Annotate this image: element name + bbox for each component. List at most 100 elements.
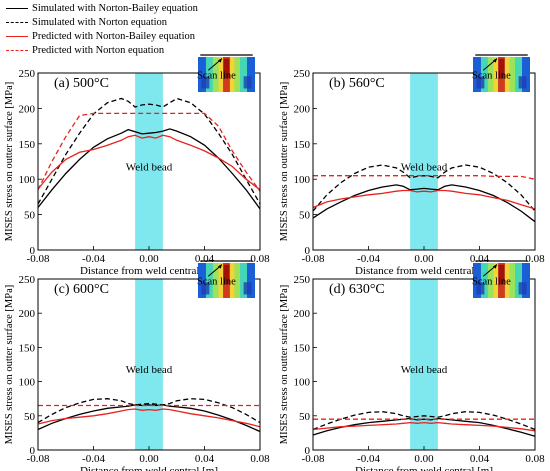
y-tick-label: 150	[294, 139, 311, 151]
panel-label: (a) 500°C	[54, 76, 109, 91]
inset-contour-band	[493, 57, 499, 92]
inset-contour-band	[498, 264, 505, 284]
legend-label: Predicted with Norton-Bailey equation	[32, 31, 196, 42]
chart-panel: 0 50 100 150 200 250 -0.08 -0.04 0.00 0.04 0.08 (d)…	[279, 260, 545, 471]
y-tick-label: 50	[24, 210, 36, 222]
y-tick-label: 250	[19, 68, 36, 80]
inset-contour-band	[229, 57, 235, 92]
arrow-head-icon	[492, 264, 497, 269]
y-tick-label: 100	[294, 174, 311, 186]
inset-contour-band	[240, 57, 248, 92]
x-tick-label: -0.08	[27, 453, 50, 465]
series-line	[37, 398, 261, 424]
inset-contour-band	[234, 57, 241, 92]
inset-contour-band	[522, 263, 530, 298]
arrow-head-icon	[492, 58, 497, 63]
weld-bead-label: Weld bead	[126, 161, 173, 173]
x-tick-label: 0.04	[470, 453, 490, 465]
series-line	[312, 164, 536, 212]
inset-contour-band	[504, 57, 510, 92]
y-tick-label: 250	[294, 274, 311, 286]
legend: Simulated with Norton-Bailey equation Si…	[4, 2, 304, 58]
x-tick-label: 0.08	[525, 453, 545, 465]
inset-contour-band	[218, 57, 224, 92]
series-line	[312, 417, 536, 437]
plot-frame	[37, 278, 261, 451]
chart-panel: 0 50 100 150 200 250 -0.08 -0.04 0.00 0.04 0.08 (a)…	[4, 54, 270, 277]
legend-item: Predicted with Norton-Bailey equation	[4, 30, 304, 44]
inset-contour-band	[247, 57, 255, 92]
x-axis-label: Distance from weld central [m]	[80, 265, 218, 277]
inset-contour-band	[493, 263, 499, 298]
y-tick-label: 50	[24, 411, 36, 423]
inset-label: Scan line	[472, 277, 511, 288]
x-tick-label: 0.00	[414, 253, 434, 265]
inset-contour-band	[223, 264, 230, 284]
y-tick-label: 100	[19, 174, 36, 186]
x-tick-label: -0.08	[27, 253, 50, 265]
series-line	[312, 184, 536, 223]
inset-contour-band	[201, 282, 210, 295]
plot-frame	[312, 278, 536, 451]
panel-label: (b) 560°C	[329, 76, 385, 91]
x-axis-label: Distance from weld central [m]	[355, 265, 493, 277]
inset-contour-band	[234, 263, 241, 298]
y-tick-label: 150	[294, 342, 311, 354]
inset-contour-band	[229, 263, 235, 298]
panel-label: (c) 600°C	[54, 282, 109, 297]
contour-inset: Scan line	[197, 260, 255, 298]
y-tick-label: 0	[305, 445, 311, 457]
y-tick-label: 200	[294, 308, 311, 320]
x-tick-label: 0.00	[139, 453, 159, 465]
x-tick-label: -0.04	[82, 253, 105, 265]
inset-contour-band	[205, 263, 213, 298]
legend-swatch	[6, 22, 28, 23]
legend-item: Predicted with Norton equation	[4, 44, 304, 58]
y-axis-label: MISES stress on outter surface [MPa]	[279, 285, 290, 445]
x-axis-label: Distance from weld central [m]	[80, 465, 218, 471]
arrow-head-icon	[217, 264, 222, 269]
weld-bead-band	[410, 73, 438, 250]
inset-contour-band	[212, 57, 219, 92]
series-line	[37, 134, 261, 191]
x-tick-label: 0.00	[414, 453, 434, 465]
y-tick-label: 50	[299, 411, 311, 423]
contour-inset: Scan line	[472, 260, 530, 298]
series-line	[37, 408, 261, 428]
inset-contour-band	[518, 76, 527, 89]
inset-contour-band	[247, 263, 255, 298]
series-line	[37, 404, 261, 433]
weld-bead-label: Weld bead	[126, 364, 173, 376]
y-tick-label: 250	[19, 274, 36, 286]
inset-contour-band	[212, 263, 219, 298]
weld-bead-band	[135, 73, 163, 250]
x-tick-label: 0.08	[250, 453, 270, 465]
y-tick-label: 200	[294, 103, 311, 115]
legend-label: Predicted with Norton equation	[32, 45, 165, 56]
inset-contour-band	[223, 58, 230, 78]
x-tick-label: 0.04	[470, 253, 490, 265]
y-axis-label: MISES stress on outter surface [MPa]	[279, 82, 290, 242]
inset-contour-band	[515, 57, 523, 92]
inset-contour-band	[240, 263, 248, 298]
arrow-head-icon	[217, 58, 222, 63]
inset-contour-band	[218, 263, 224, 298]
y-tick-label: 50	[299, 210, 311, 222]
chart-panel: 0 50 100 150 200 250 -0.08 -0.04 0.00 0.04 0.08 (b)…	[279, 54, 545, 277]
weld-bead-band	[410, 279, 438, 450]
inset-contour-band	[473, 263, 481, 298]
inset-label: Scan line	[472, 71, 511, 82]
inset-contour-band	[205, 57, 213, 92]
x-tick-label: -0.08	[302, 453, 325, 465]
legend-swatch	[6, 50, 28, 51]
plot-frame	[312, 72, 536, 251]
x-axis-label: Distance from weld central [m]	[355, 465, 493, 471]
inset-contour-band	[515, 263, 523, 298]
series-line	[312, 421, 536, 432]
legend-item: Simulated with Norton-Bailey equation	[4, 2, 304, 16]
x-tick-label: -0.04	[357, 453, 380, 465]
contour-inset: Scan line	[197, 54, 255, 92]
inset-contour-band	[243, 76, 252, 89]
inset-label: Scan line	[197, 71, 236, 82]
